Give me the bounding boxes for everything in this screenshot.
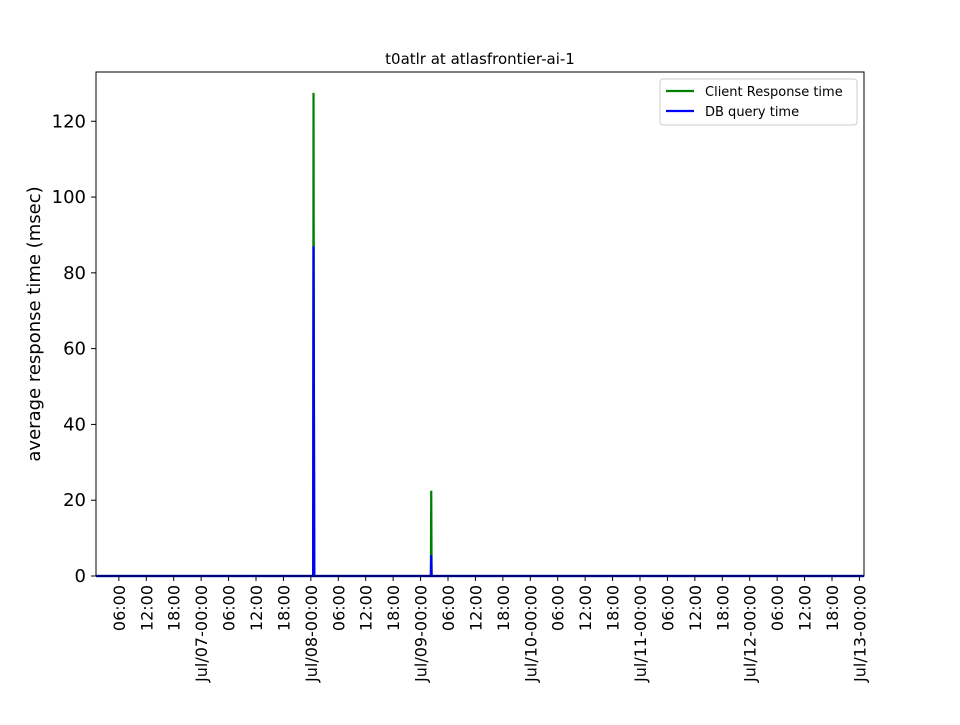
- y-tick-label: 60: [63, 339, 86, 360]
- x-tick-label: 12:00: [576, 585, 595, 631]
- legend: Client Response time DB query time: [659, 78, 858, 126]
- x-tick-label: 06:00: [768, 585, 787, 631]
- x-tick-label: 12:00: [796, 585, 815, 631]
- y-tick-label: 120: [52, 111, 86, 132]
- x-tick-label: 06:00: [329, 585, 348, 631]
- legend-label-1: DB query time: [705, 105, 799, 120]
- y-tick-label: 80: [63, 263, 86, 284]
- y-tick-label: 40: [63, 414, 86, 435]
- x-tick-label: 06:00: [110, 585, 129, 631]
- x-tick-label: Jul/08-00:00: [302, 585, 321, 683]
- x-tick-label: 12:00: [247, 585, 266, 631]
- x-tick-label: 12:00: [357, 585, 376, 631]
- x-tick-label: Jul/13-00:00: [850, 585, 869, 683]
- x-tick-label: 18:00: [494, 585, 513, 631]
- x-tick-label: 06:00: [549, 585, 568, 631]
- chart-title: t0atlr at atlasfrontier-ai-1: [385, 50, 575, 68]
- y-tick-label: 100: [52, 187, 86, 208]
- x-tick-label: Jul/07-00:00: [192, 585, 211, 683]
- x-tick-label: 06:00: [220, 585, 239, 631]
- x-tick-label: 12:00: [466, 585, 485, 631]
- plot-frame: [95, 71, 865, 577]
- x-tick-label: 18:00: [823, 585, 842, 631]
- x-tick-label: Jul/10-00:00: [521, 585, 540, 683]
- axes-layer: 0 20 40 60 80 100 120 06:00 12:00 18:00 Jul/07-00:…: [52, 71, 869, 683]
- x-tick-label: 18:00: [384, 585, 403, 631]
- x-tick-label: 06:00: [439, 585, 458, 631]
- legend-box: [659, 78, 858, 126]
- x-tick-label: Jul/12-00:00: [741, 585, 760, 683]
- x-tick-label: 18:00: [713, 585, 732, 631]
- x-tick-label: 06:00: [658, 585, 677, 631]
- legend-label-0: Client Response time: [705, 85, 843, 100]
- x-tick-label: 18:00: [274, 585, 293, 631]
- x-tick-label: 12:00: [686, 585, 705, 631]
- y-tick-label: 0: [75, 566, 86, 587]
- x-tick-label: 12:00: [137, 585, 156, 631]
- x-tick-label: 18:00: [604, 585, 623, 631]
- x-tick-label: Jul/11-00:00: [631, 585, 650, 683]
- x-tick-label: Jul/09-00:00: [412, 585, 431, 683]
- y-axis-label: average response time (msec): [24, 186, 45, 461]
- x-tick-label: 18:00: [165, 585, 184, 631]
- y-tick-label: 20: [63, 490, 86, 511]
